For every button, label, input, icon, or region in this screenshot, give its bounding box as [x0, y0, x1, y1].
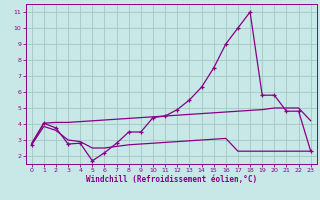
X-axis label: Windchill (Refroidissement éolien,°C): Windchill (Refroidissement éolien,°C): [86, 175, 257, 184]
